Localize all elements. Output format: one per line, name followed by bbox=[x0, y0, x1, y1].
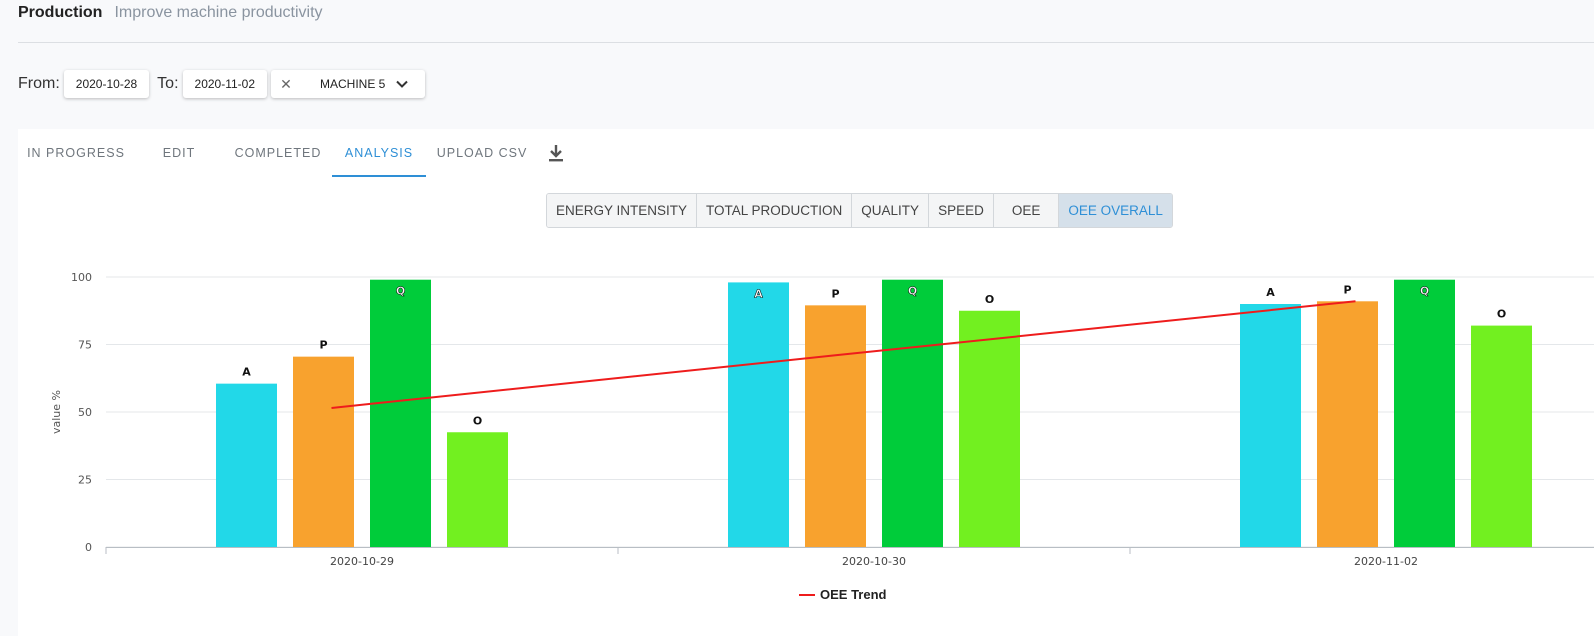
page-title: Production bbox=[18, 4, 103, 21]
bar-data-label: P bbox=[831, 287, 839, 300]
bar-o bbox=[959, 310, 1020, 547]
metric-oee[interactable]: OEE bbox=[993, 194, 1060, 227]
to-label: To: bbox=[157, 75, 179, 92]
bar-a bbox=[1240, 304, 1301, 547]
filter-bar: From: 2020-10-28 To: 2020-11-02 ✕ MACHIN… bbox=[18, 70, 426, 98]
machine-select[interactable]: ✕ MACHINE 5 bbox=[271, 70, 426, 98]
x-tick-label: 2020-11-02 bbox=[1354, 555, 1418, 568]
legend-label: OEE Trend bbox=[820, 587, 887, 602]
analysis-panel: IN PROGRESS EDIT COMPLETED ANALYSIS UPLO… bbox=[18, 129, 1594, 636]
bar-data-label: O bbox=[473, 414, 482, 427]
bar-data-label: P bbox=[1343, 283, 1351, 296]
metric-quality[interactable]: QUALITY bbox=[852, 194, 930, 227]
from-label: From: bbox=[18, 75, 60, 92]
page-header: Production Improve machine productivity bbox=[18, 4, 323, 26]
y-tick-label: 100 bbox=[71, 271, 92, 284]
bar-q bbox=[1394, 279, 1455, 547]
bar-a bbox=[728, 282, 789, 547]
from-date-picker[interactable]: 2020-10-28 bbox=[63, 70, 150, 98]
metric-total-production[interactable]: TOTAL PRODUCTION bbox=[697, 194, 853, 227]
bar-data-label: P bbox=[319, 339, 327, 352]
machine-select-value: MACHINE 5 bbox=[320, 77, 386, 91]
bar-q bbox=[882, 279, 943, 547]
tab-in-progress[interactable]: IN PROGRESS bbox=[27, 146, 125, 160]
metric-selector: ENERGY INTENSITY TOTAL PRODUCTION QUALIT… bbox=[546, 193, 1173, 228]
bar-p bbox=[293, 356, 354, 547]
to-date-picker[interactable]: 2020-11-02 bbox=[182, 70, 268, 98]
oee-trend-line bbox=[331, 300, 1356, 409]
y-axis-label: value % bbox=[50, 390, 63, 434]
bar-data-label: A bbox=[1266, 286, 1275, 299]
bar-data-label: Q bbox=[396, 285, 405, 298]
bar-data-label: O bbox=[985, 293, 994, 306]
y-tick-label: 50 bbox=[78, 406, 92, 419]
bar-data-label: A bbox=[242, 366, 251, 379]
bar-o bbox=[1471, 325, 1532, 547]
bar-o bbox=[447, 432, 508, 547]
tab-edit[interactable]: EDIT bbox=[162, 146, 196, 160]
close-icon[interactable]: ✕ bbox=[280, 76, 292, 92]
bar-data-label: O bbox=[1497, 308, 1506, 321]
tab-analysis[interactable]: ANALYSIS bbox=[332, 129, 426, 177]
chevron-down-icon[interactable] bbox=[395, 77, 409, 91]
bar-data-label: Q bbox=[1420, 285, 1429, 298]
x-tick-label: 2020-10-29 bbox=[330, 555, 394, 568]
tab-upload-csv[interactable]: UPLOAD CSV bbox=[436, 146, 528, 160]
oee-chart: 0 25 50 75 100 value % 2020-10-29 A P Q O 2020-10-3… bbox=[50, 271, 1594, 602]
metric-speed[interactable]: SPEED bbox=[929, 194, 994, 227]
metric-oee-overall[interactable]: OEE OVERALL bbox=[1059, 194, 1172, 227]
tab-completed[interactable]: COMPLETED bbox=[234, 146, 322, 160]
bar-p bbox=[1317, 301, 1378, 547]
bar-data-label: Q bbox=[908, 285, 917, 298]
header-divider bbox=[18, 42, 1594, 43]
x-tick-label: 2020-10-30 bbox=[842, 555, 906, 568]
y-tick-label: 0 bbox=[85, 541, 92, 554]
page-subtitle: Improve machine productivity bbox=[114, 4, 323, 21]
metric-energy-intensity[interactable]: ENERGY INTENSITY bbox=[547, 194, 698, 227]
y-tick-label: 25 bbox=[78, 474, 92, 487]
bar-a bbox=[216, 383, 277, 547]
bar-p bbox=[805, 305, 866, 547]
y-tick-label: 75 bbox=[78, 339, 92, 352]
download-icon[interactable] bbox=[546, 143, 566, 163]
bar-q bbox=[370, 279, 431, 547]
bar-data-label: A bbox=[754, 287, 763, 300]
